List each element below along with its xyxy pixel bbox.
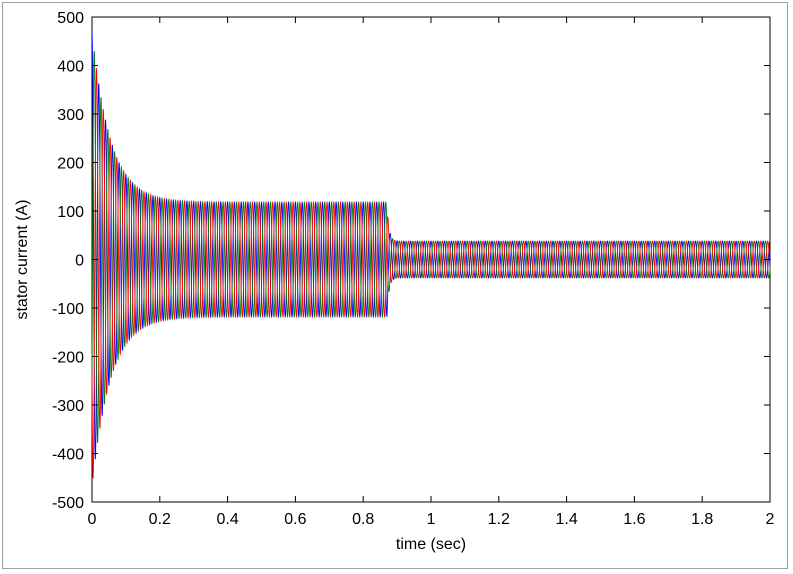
x-tick-label: 0 [88, 511, 97, 528]
y-tick-label: 300 [57, 107, 84, 124]
y-tick-label: 100 [57, 204, 84, 221]
series-line-phase-3 [91, 68, 771, 480]
x-tick-label: 1.8 [691, 511, 713, 528]
y-tick-label: -500 [52, 495, 84, 512]
x-tick-label: 1 [427, 511, 436, 528]
y-tick-label: -200 [52, 350, 84, 367]
x-tick-label: 1.4 [555, 511, 577, 528]
y-tick-label: -400 [52, 447, 84, 464]
y-axis-label: stator current (A) [14, 199, 31, 319]
x-tick-label: 1.2 [488, 511, 510, 528]
x-axis-label: time (sec) [396, 536, 466, 553]
y-tick-label: 0 [75, 253, 84, 270]
x-tick-label: 0.2 [149, 511, 171, 528]
y-tick-label: -100 [52, 301, 84, 318]
x-tick-label: 0.4 [216, 511, 238, 528]
y-tick-label: 500 [57, 10, 84, 27]
ticks-layer: 0 0.2 0.4 0.6 0.8 1 1.2 1.4 1.6 1.8 2 500 400 300 200 1… [52, 10, 775, 528]
x-tick-label: 2 [766, 511, 775, 528]
series-layer [91, 31, 771, 480]
y-tick-label: 200 [57, 156, 84, 173]
x-tick-label: 1.6 [623, 511, 645, 528]
x-tick-label: 0.6 [284, 511, 306, 528]
x-tick-label: 0.8 [352, 511, 374, 528]
y-tick-label: 400 [57, 59, 84, 76]
plot-area [91, 16, 771, 503]
y-tick-label: -300 [52, 398, 84, 415]
